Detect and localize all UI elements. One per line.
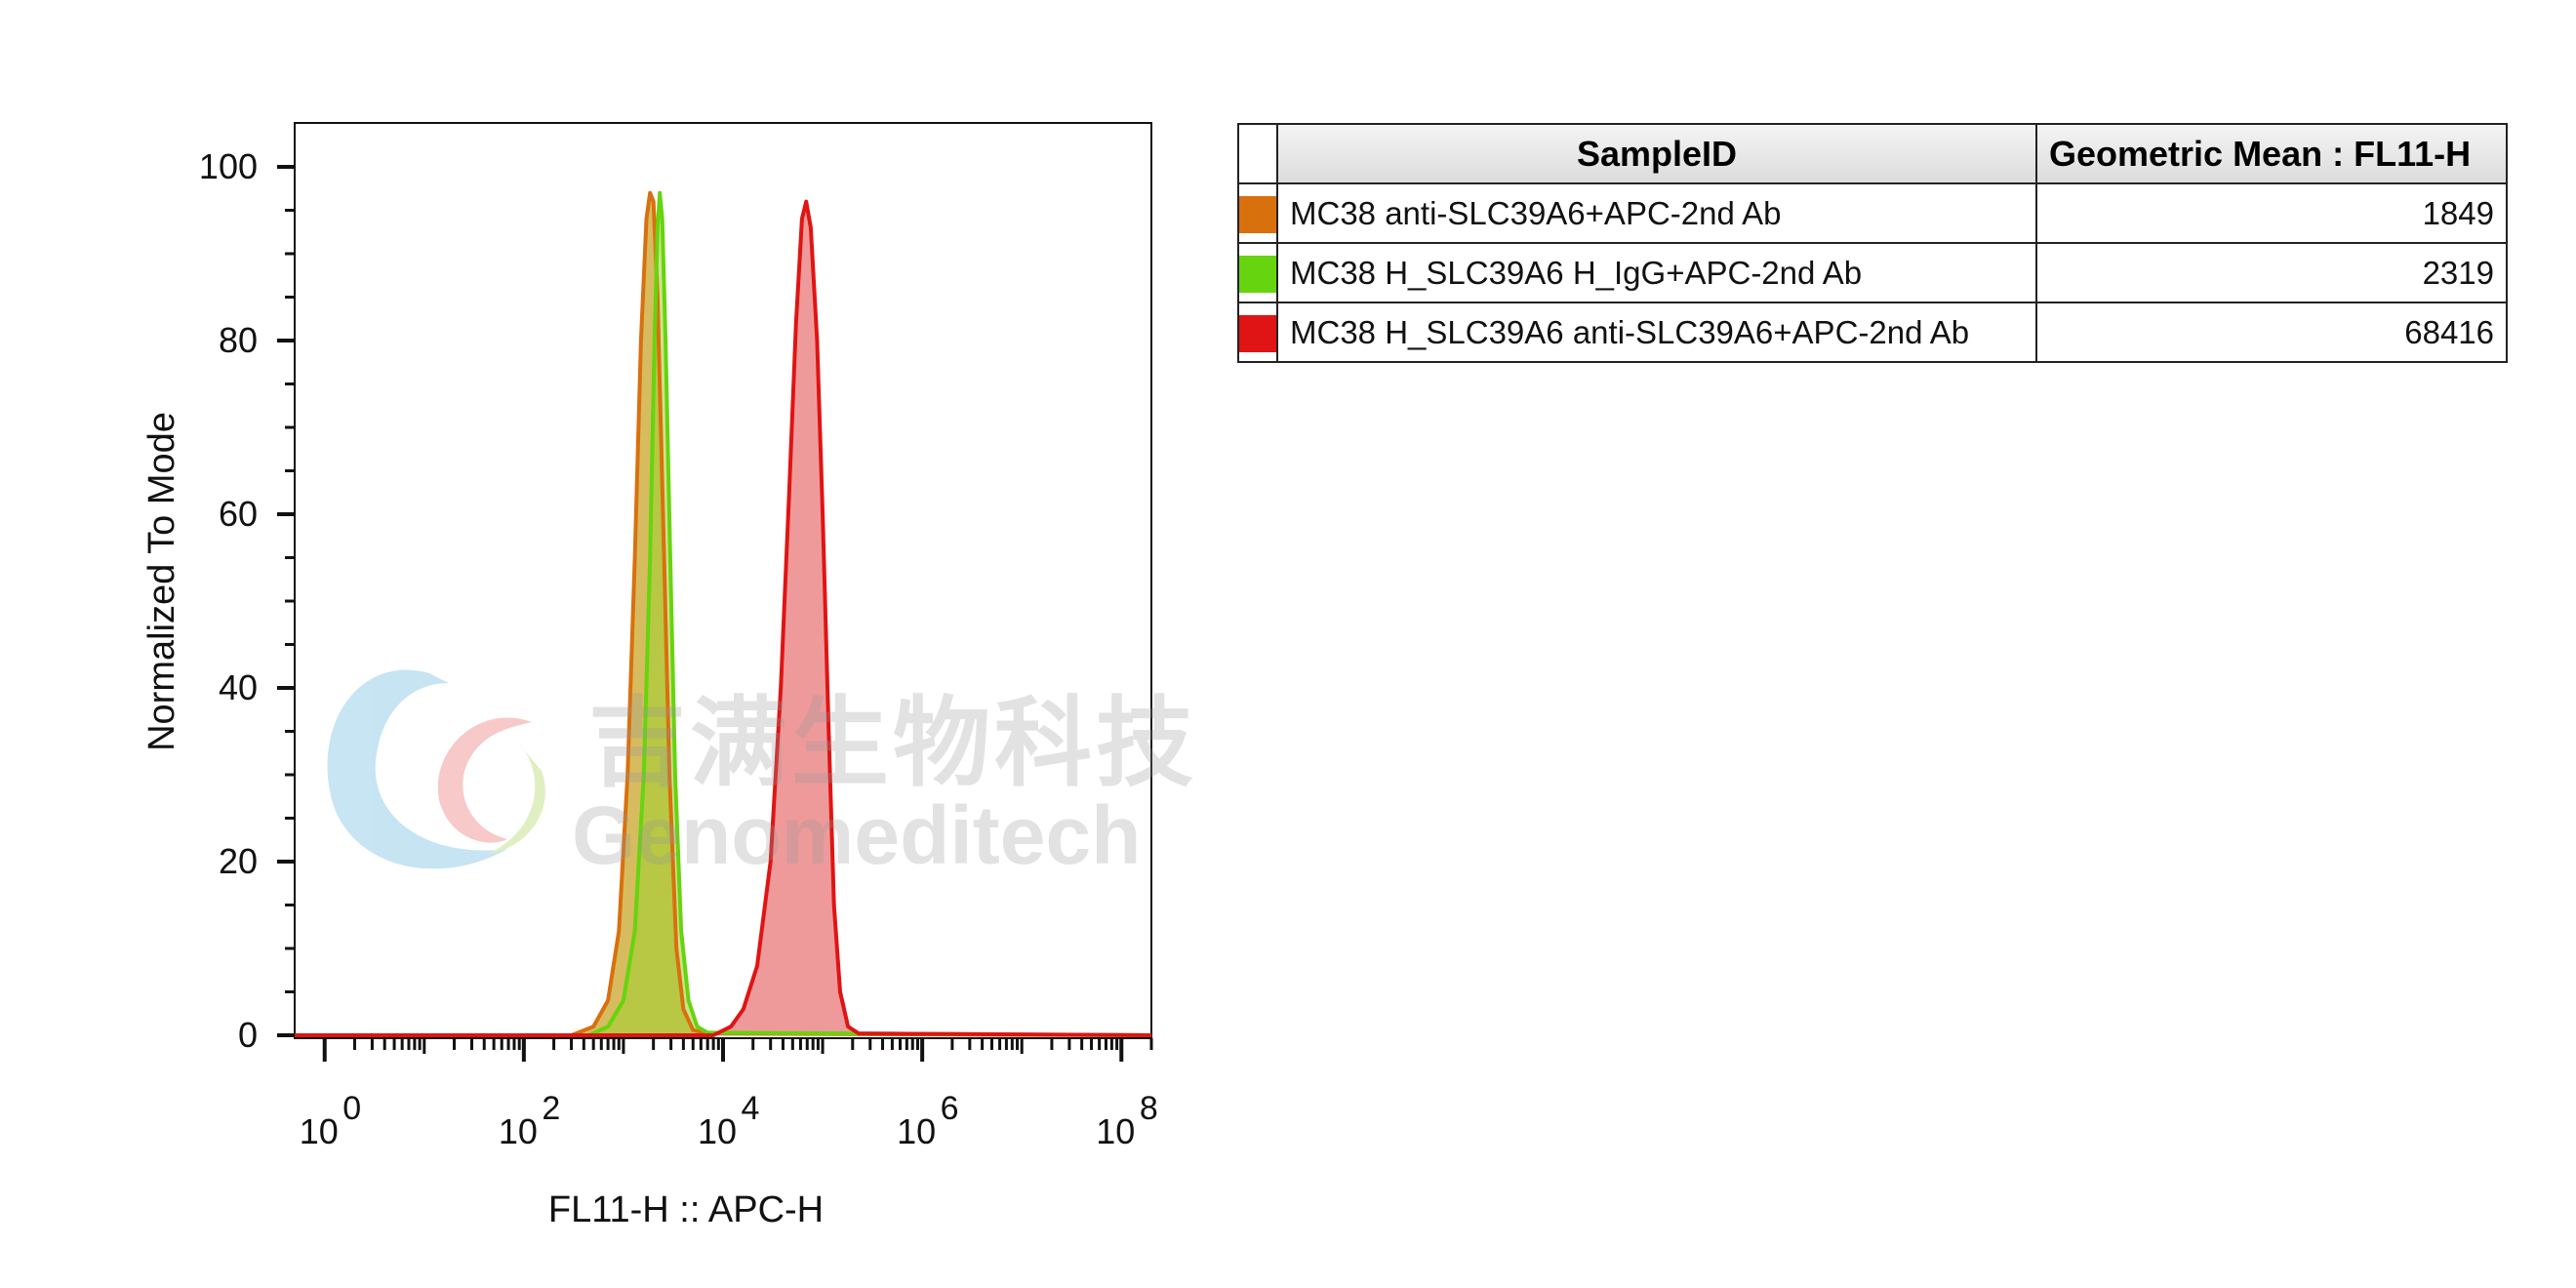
legend-sample-id: MC38 H_SLC39A6 H_IgG+APC-2nd Ab	[1276, 242, 2037, 303]
series-area-1	[295, 192, 1151, 1035]
genomeditech-logo	[327, 669, 545, 869]
series-line-2	[295, 190, 1152, 1037]
watermark-english: Genomeditech	[572, 789, 1142, 881]
legend-header-swatch	[1237, 123, 1278, 184]
legend-swatch-cell	[1237, 242, 1278, 303]
series-area-3	[295, 201, 1151, 1036]
y-tick-label: 60	[219, 494, 258, 534]
y-tick-label: 40	[219, 667, 258, 707]
watermark-chinese: 吉满生物科技	[588, 686, 1197, 800]
series-line-3	[295, 199, 1152, 1037]
x-tick-label: 10	[1096, 1111, 1135, 1151]
x-tick-label: 10	[300, 1111, 339, 1151]
y-tick-label: 100	[199, 146, 258, 186]
x-tick-exponent: 2	[542, 1090, 560, 1127]
y-tick-label: 20	[219, 841, 258, 881]
legend-swatch-orange	[1239, 195, 1276, 233]
x-tick-exponent: 8	[1140, 1090, 1158, 1127]
x-tick-label: 10	[698, 1111, 737, 1151]
legend-row: MC38 anti-SLC39A6+APC-2nd Ab 1849	[1237, 182, 2508, 244]
series-area-2	[295, 192, 1151, 1035]
legend-swatch-red	[1239, 314, 1276, 352]
x-axis-label: FL11-H :: APC-H	[548, 1189, 824, 1230]
series-line-1	[295, 190, 1152, 1037]
y-tick-label: 0	[238, 1015, 258, 1055]
legend-header-mean: Geometric Mean : FL11-H	[2035, 123, 2508, 184]
legend-swatch-cell	[1237, 182, 1278, 244]
x-tick-exponent: 0	[342, 1090, 361, 1127]
legend-swatch-cell	[1237, 302, 1278, 363]
legend-table: SampleID Geometric Mean : FL11-H MC38 an…	[1237, 123, 2508, 363]
legend-row: MC38 H_SLC39A6 anti-SLC39A6+APC-2nd Ab 6…	[1237, 302, 2508, 363]
x-tick-exponent: 4	[742, 1090, 760, 1127]
y-axis-label: Normalized To Mode	[141, 412, 182, 751]
legend-header-row: SampleID Geometric Mean : FL11-H	[1237, 123, 2508, 184]
legend-sample-id: MC38 H_SLC39A6 anti-SLC39A6+APC-2nd Ab	[1276, 302, 2037, 363]
x-tick-label: 10	[897, 1111, 936, 1151]
legend-geo-mean: 1849	[2035, 182, 2508, 244]
x-tick-exponent: 6	[941, 1090, 959, 1127]
legend-swatch-green	[1239, 255, 1276, 293]
legend-sample-id: MC38 anti-SLC39A6+APC-2nd Ab	[1276, 182, 2037, 244]
legend-row: MC38 H_SLC39A6 H_IgG+APC-2nd Ab 2319	[1237, 242, 2508, 303]
legend-geo-mean: 2319	[2035, 242, 2508, 303]
legend-geo-mean: 68416	[2035, 302, 2508, 363]
plot-frame	[294, 122, 1152, 1039]
legend-header-sample: SampleID	[1276, 123, 2037, 184]
y-tick-label: 80	[219, 320, 258, 360]
x-tick-label: 10	[499, 1111, 538, 1151]
